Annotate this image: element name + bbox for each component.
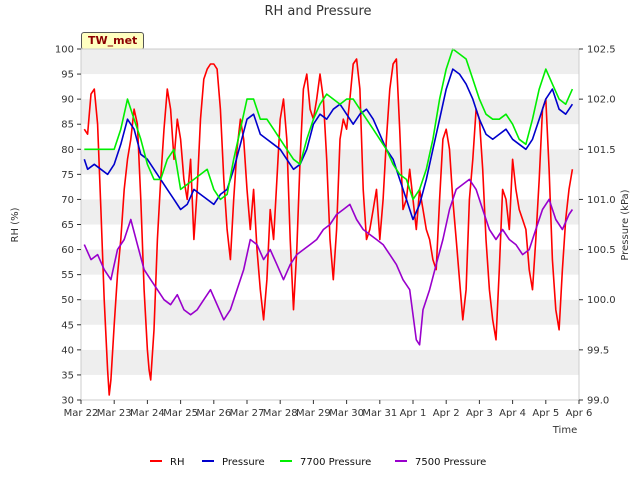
right-tick-label: 101.0 [587,195,616,206]
series-line-rh [83,58,574,396]
grid-band [81,374,579,400]
series-line-7700-pressure [84,48,574,201]
left-tick-label: 40 [61,345,74,356]
x-tick-label: Apr 6 [566,408,593,419]
right-tick-label: 101.5 [587,145,616,156]
x-tick-label: Mar 23 [97,408,132,419]
legend-label-7500-pressure: 7500 Pressure [415,457,486,468]
left-axis-ticks: 30 35 40 45 50 55 60 65 70 75 80 85 90 95 100 [55,45,81,407]
left-tick-label: 85 [61,120,74,131]
right-tick-label: 102.0 [587,95,616,106]
x-tick-label: Apr 2 [433,408,460,419]
series-lines [83,48,574,396]
x-tick-label: Apr 1 [400,408,427,419]
right-tick-label: 99.5 [587,345,609,356]
grid-band [81,124,579,150]
right-axis-label: Pressure (kPa) [620,189,631,260]
left-tick-label: 70 [61,195,74,206]
right-tick-label: 99.0 [587,396,609,407]
legend-label-7700-pressure: 7700 Pressure [300,457,371,468]
x-tick-label: Apr 3 [466,408,493,419]
x-tick-label: Mar 22 [64,408,99,419]
series-line-pressure [83,68,574,221]
x-tick-label: Mar 26 [196,408,231,419]
series-line-7500-pressure [83,178,574,346]
grid-band [81,249,579,275]
x-tick-label: Apr 4 [499,408,526,419]
grid-band [81,174,579,200]
x-tick-label: Mar 30 [329,408,364,419]
legend: RH Pressure 7700 Pressure 7500 Pressure [150,457,486,468]
left-tick-label: 35 [61,370,74,381]
grid-band [81,99,579,125]
x-axis-label: Time [552,425,577,436]
grid-band [81,274,579,300]
left-tick-label: 60 [61,245,74,256]
x-tick-label: Mar 31 [362,408,397,419]
left-tick-label: 55 [61,270,74,281]
right-axis-ticks: 99.0 99.5 100.0 100.5 101.0 101.5 102.0 102.5 [579,45,616,407]
left-tick-label: 75 [61,170,74,181]
chart-title: RH and Pressure [264,4,371,19]
grid-band [81,49,579,75]
grid-band [81,349,579,375]
x-tick-label: Mar 27 [230,408,265,419]
left-tick-label: 80 [61,145,74,156]
x-tick-label: Mar 29 [296,408,331,419]
grid-band [81,74,579,100]
x-tick-label: Mar 25 [163,408,198,419]
left-axis-label: RH (%) [10,207,21,242]
grid-band [81,324,579,350]
left-tick-label: 100 [55,45,74,56]
left-tick-label: 30 [61,396,74,407]
x-tick-label: Apr 5 [532,408,559,419]
left-tick-label: 45 [61,320,74,331]
right-tick-label: 100.5 [587,245,616,256]
legend-label-pressure: Pressure [222,457,265,468]
x-tick-label: Mar 28 [263,408,298,419]
legend-label-rh: RH [170,457,184,468]
left-tick-label: 90 [61,95,74,106]
right-tick-label: 102.5 [587,45,616,56]
x-tick-label: Mar 24 [130,408,165,419]
grid-band [81,299,579,325]
left-tick-label: 95 [61,70,74,81]
right-tick-label: 100.0 [587,295,616,306]
left-tick-label: 50 [61,295,74,306]
left-tick-label: 65 [61,220,74,231]
